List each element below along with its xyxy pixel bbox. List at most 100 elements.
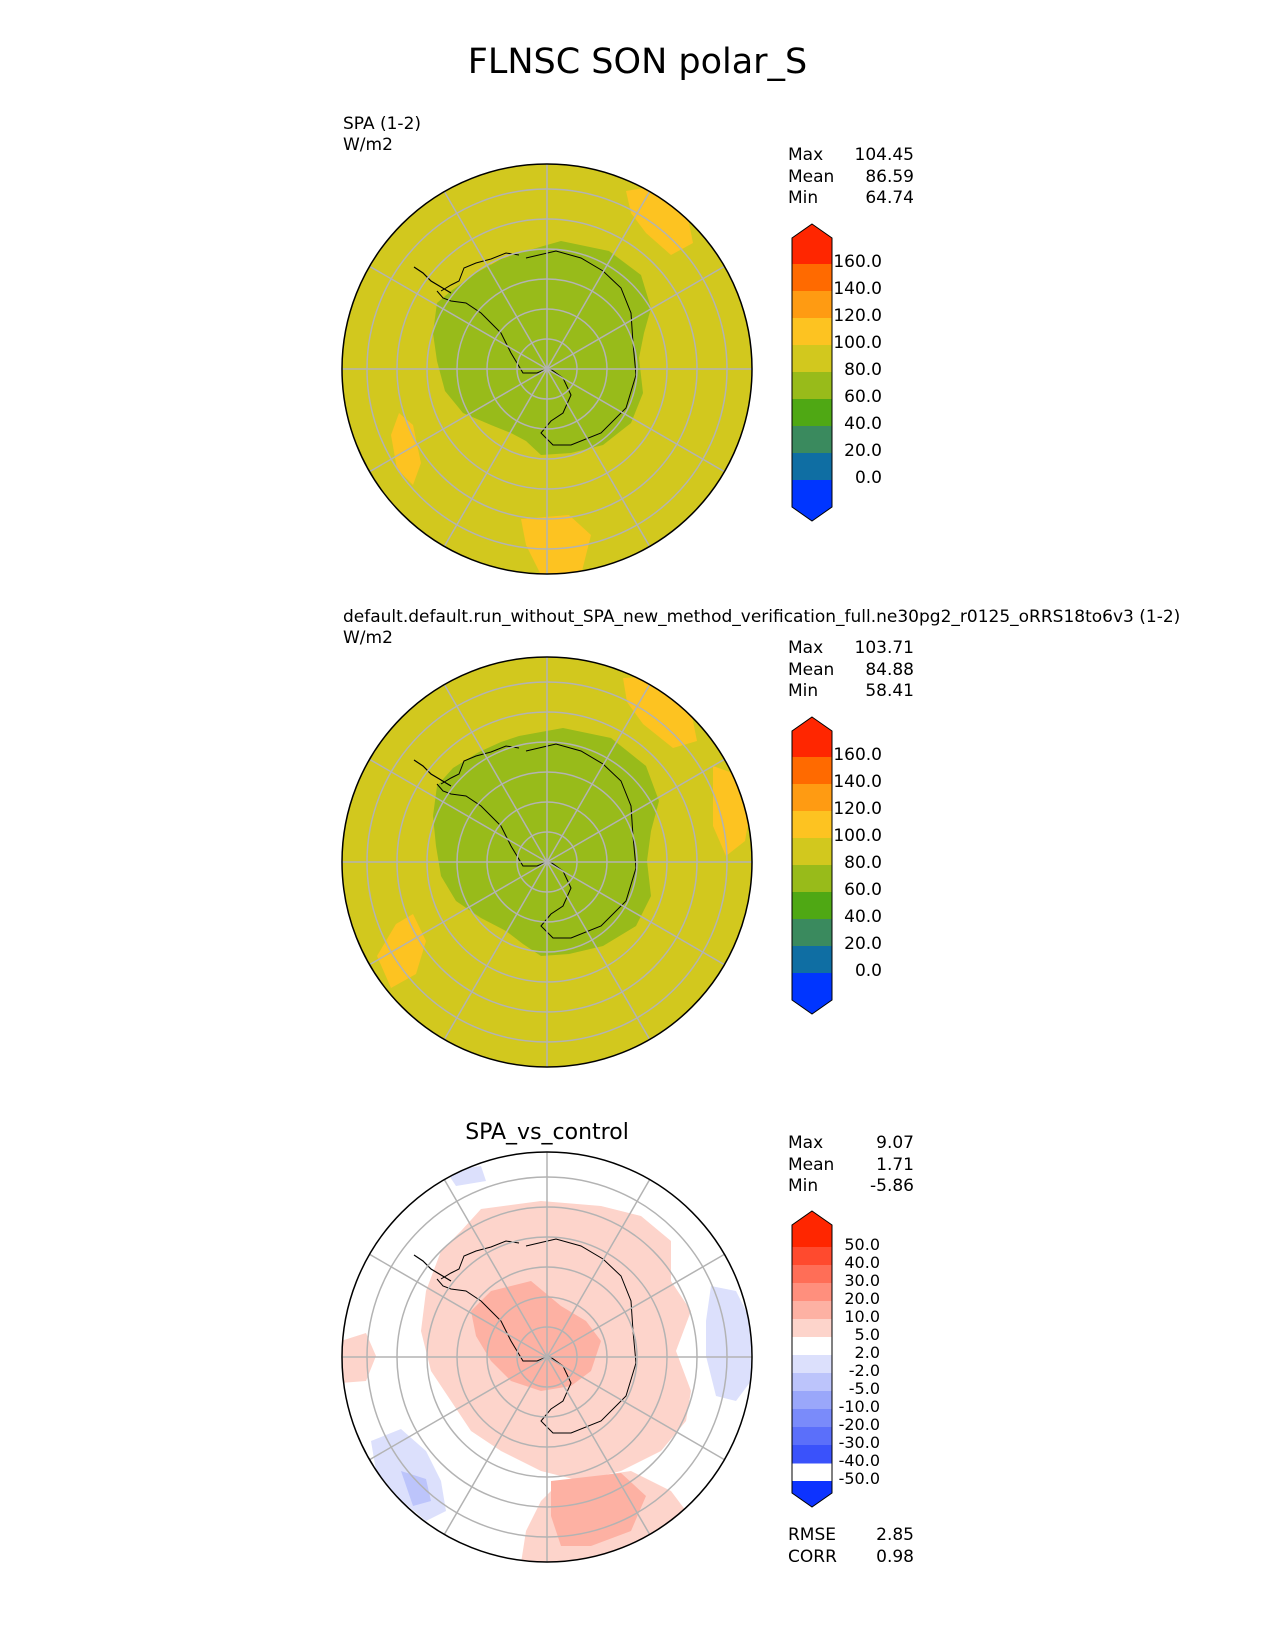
colorbar-tick-label: -30.0 bbox=[838, 1433, 880, 1452]
antarctic-continent-field bbox=[433, 728, 659, 956]
colorbar-tick-label: 20.0 bbox=[844, 441, 882, 461]
colorbar-segment bbox=[792, 318, 832, 346]
colorbar-tick-label: 40.0 bbox=[844, 1253, 880, 1272]
colorbar-tick-label: 50.0 bbox=[844, 1235, 880, 1254]
stat-min-row: Min 64.74 bbox=[788, 188, 914, 210]
rmse-row: RMSE 2.85 bbox=[788, 1525, 914, 1547]
colorbar-tick-label: 80.0 bbox=[844, 360, 882, 380]
colorbar-segments bbox=[792, 264, 832, 481]
panel-3-title: SPA_vs_control bbox=[465, 1120, 629, 1145]
colorbar-tick-label: 2.0 bbox=[854, 1343, 880, 1362]
colorbar-segment bbox=[792, 865, 832, 893]
colorbar-segment bbox=[792, 291, 832, 319]
colorbar-segment bbox=[792, 426, 832, 454]
colorbar-tick-label: 140.0 bbox=[833, 772, 882, 792]
colorbar-segment bbox=[792, 1427, 832, 1446]
stat-mean-row: Mean 86.59 bbox=[788, 167, 914, 189]
colorbar-extend-min bbox=[792, 973, 832, 1014]
colorbar-segment bbox=[792, 892, 832, 920]
panel-1-units: W/m2 bbox=[343, 135, 393, 155]
colorbar-tick-label: 140.0 bbox=[833, 279, 882, 299]
stat-max-row: Max 104.45 bbox=[788, 145, 914, 167]
panel-2-colorbar bbox=[790, 716, 834, 1021]
stat-value: 1.71 bbox=[876, 1154, 914, 1175]
colorbar-tick-label: -2.0 bbox=[848, 1361, 880, 1380]
panel-3-stats: Max 9.07 Mean 1.71 Min -5.86 bbox=[788, 1133, 914, 1198]
panel-3-colorbar bbox=[790, 1210, 834, 1515]
stat-value: 84.88 bbox=[865, 659, 914, 680]
colorbar-segment bbox=[792, 1355, 832, 1374]
graticule bbox=[342, 164, 752, 574]
stat-label: Max bbox=[788, 145, 824, 165]
map-boundary bbox=[341, 163, 753, 575]
panel-2-label: default.default.run_without_SPA_new_meth… bbox=[343, 607, 1181, 627]
panel-2-polar-map bbox=[341, 656, 753, 1068]
panel-1-stats: Max 104.45 Mean 86.59 Min 64.74 bbox=[788, 145, 914, 210]
stat-label: Mean bbox=[788, 659, 835, 680]
colorbar-segment bbox=[792, 1373, 832, 1392]
colorbar-segments bbox=[792, 1247, 832, 1464]
colorbar-extend-min bbox=[792, 480, 832, 521]
colorbar-segment bbox=[792, 345, 832, 373]
colorbar-segments bbox=[792, 757, 832, 974]
map-boundary bbox=[341, 656, 753, 1068]
stat-min-row: Min -5.86 bbox=[788, 1176, 914, 1198]
peninsula-coastline bbox=[413, 1254, 452, 1282]
figure-title: FLNSC SON polar_S bbox=[467, 42, 808, 82]
negative-anomaly-area bbox=[706, 1286, 751, 1401]
stat-label: Max bbox=[788, 638, 824, 658]
colorbar-tick-label: -5.0 bbox=[848, 1379, 880, 1398]
colorbar-segment bbox=[792, 1337, 832, 1356]
colorbar-segment bbox=[792, 757, 832, 785]
colorbar-tick-label: 120.0 bbox=[833, 306, 882, 326]
warm-patch bbox=[391, 413, 421, 485]
stat-label: Mean bbox=[788, 166, 835, 187]
warm-patch bbox=[521, 515, 591, 574]
colorbar-segment bbox=[792, 784, 832, 812]
colorbar-extend-min bbox=[792, 1481, 832, 1507]
colorbar-extend-max bbox=[792, 224, 832, 264]
peninsula-coastline bbox=[413, 759, 452, 787]
colorbar-tick-label: -10.0 bbox=[838, 1397, 880, 1416]
stat-value: -5.86 bbox=[870, 1176, 914, 1196]
colorbar-segment bbox=[792, 264, 832, 292]
colorbar-tick-label: 100.0 bbox=[833, 333, 882, 353]
colorbar-segment bbox=[792, 1391, 832, 1410]
colorbar-tick-label: 60.0 bbox=[844, 880, 882, 900]
colorbar-tick-label: -40.0 bbox=[838, 1451, 880, 1470]
colorbar-outline bbox=[791, 1210, 833, 1508]
panel-3-polar-map bbox=[341, 1151, 753, 1563]
colorbar-outline bbox=[791, 223, 833, 522]
colorbar-extend-max bbox=[792, 717, 832, 757]
stat-value: 103.71 bbox=[854, 638, 914, 658]
coastline bbox=[436, 1238, 637, 1434]
colorbar-segment bbox=[792, 1301, 832, 1320]
colorbar-tick-label: 160.0 bbox=[833, 252, 882, 272]
panel-2-stats: Max 103.71 Mean 84.88 Min 58.41 bbox=[788, 638, 914, 703]
corr-row: CORR 0.98 bbox=[788, 1547, 914, 1569]
metric-value: 0.98 bbox=[876, 1546, 914, 1567]
colorbar-tick-label: 0.0 bbox=[854, 961, 882, 981]
metric-value: 2.85 bbox=[876, 1525, 914, 1545]
colorbar-graphic bbox=[791, 716, 833, 1015]
colorbar-segment bbox=[792, 811, 832, 839]
colorbar-outline bbox=[791, 716, 833, 1015]
stat-mean-row: Mean 1.71 bbox=[788, 1155, 914, 1177]
colorbar-segment bbox=[792, 946, 832, 974]
colorbar-tick-label: 80.0 bbox=[844, 853, 882, 873]
stat-label: Min bbox=[788, 681, 819, 701]
map-boundary bbox=[341, 1151, 753, 1563]
colorbar-segment bbox=[792, 399, 832, 427]
negative-anomaly-area bbox=[401, 1471, 431, 1506]
colorbar-segment bbox=[792, 1283, 832, 1302]
colorbar-segment bbox=[792, 1265, 832, 1284]
colorbar-segment bbox=[792, 1247, 832, 1266]
stat-value: 64.74 bbox=[865, 188, 914, 208]
panel-1-label: SPA (1-2) bbox=[343, 114, 422, 134]
colorbar-tick-label: 5.0 bbox=[854, 1325, 880, 1344]
colorbar-segment bbox=[792, 372, 832, 400]
panel-3-metrics: RMSE 2.85 CORR 0.98 bbox=[788, 1525, 914, 1568]
stat-max-row: Max 103.71 bbox=[788, 638, 914, 660]
colorbar-tick-label: 20.0 bbox=[844, 1289, 880, 1308]
colorbar-tick-label: 60.0 bbox=[844, 387, 882, 407]
